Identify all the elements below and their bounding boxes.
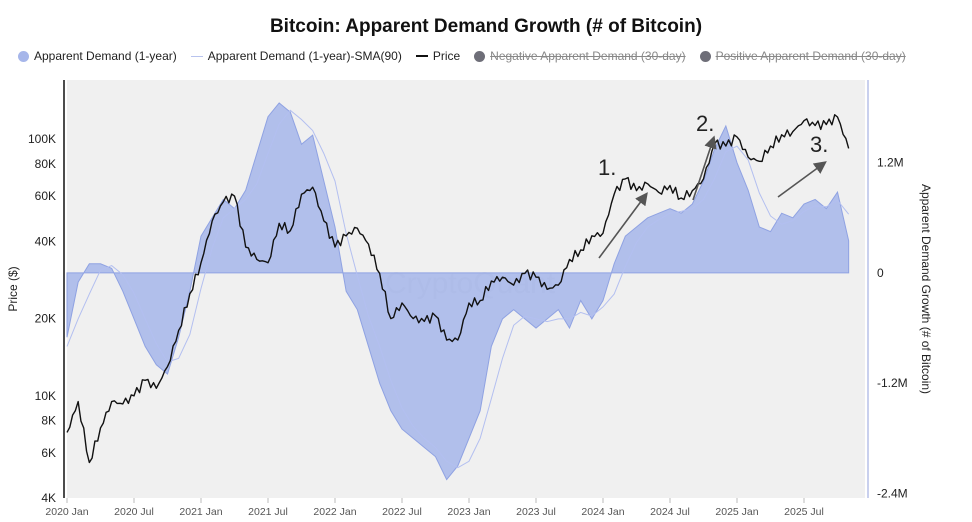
right-tick-label: -1.2M [877, 376, 908, 390]
right-tick-label: 0 [877, 266, 884, 280]
x-tick-label: 2024 Jan [581, 506, 624, 518]
legend-dot-icon [474, 50, 486, 62]
chart-title: Bitcoin: Apparent Demand Growth (# of Bi… [269, 16, 703, 37]
legend-item-apparent-demand[interactable]: Apparent Demand (1-year) [18, 49, 177, 63]
x-tick-label: 2022 Jul [382, 506, 422, 518]
legend-line-icon [190, 55, 203, 57]
annotation-label: 3. [810, 132, 828, 157]
arrow-icon [598, 192, 648, 259]
x-tick-label: 2024 Jul [650, 506, 690, 518]
annotation-label: 2. [696, 111, 714, 136]
legend-label: Price [432, 49, 461, 63]
left-tick-label: 10K [35, 389, 56, 403]
legend-item-sma[interactable]: Apparent Demand (1-year)-SMA(90) [190, 49, 402, 63]
x-tick-label: 2025 Jan [715, 506, 758, 518]
left-tick-label: 20K [35, 312, 56, 326]
left-tick-label: 40K [35, 234, 56, 248]
left-tick-label: 4K [41, 491, 56, 505]
right-tick-label: 1.2M [877, 156, 904, 170]
legend-item-price[interactable]: Price [415, 49, 461, 63]
left-tick-label: 60K [35, 189, 56, 203]
right-axis-title: Apparent Demand Growth (# of Bitcoin) [919, 184, 933, 394]
legend-line-icon [415, 55, 428, 57]
x-tick-label: 2023 Jan [447, 506, 490, 518]
x-tick-label: 2022 Jan [313, 506, 356, 518]
annotation-2: 2. [692, 111, 717, 201]
legend-label: Positive Apparent Demand (30-day) [715, 49, 906, 63]
left-axis-title: Price ($) [6, 266, 20, 311]
annotation-label: 1. [598, 155, 616, 180]
x-tick-label: 2020 Jul [114, 506, 154, 518]
x-tick-label: 2020 Jan [45, 506, 88, 518]
annotation-1: 1. [598, 155, 648, 259]
left-tick-label: 8K [41, 414, 56, 428]
arrow-icon [692, 135, 717, 201]
arrow-icon [777, 161, 827, 198]
series-price-line [66, 114, 850, 464]
annotation-3: 3. [777, 132, 828, 198]
x-tick-label: 2021 Jul [248, 506, 288, 518]
left-tick-label: 6K [41, 446, 56, 460]
right-tick-label: -2.4M [877, 486, 908, 500]
legend-dot-icon [18, 50, 29, 62]
legend-label: Negative Apparent Demand (30-day) [490, 49, 686, 63]
x-tick-label: 2025 Jul [784, 506, 824, 518]
legend-item-negative-30d[interactable]: Negative Apparent Demand (30-day) [474, 49, 686, 63]
series-apparent-demand-area [66, 102, 850, 481]
legend-label: Apparent Demand (1-year)-SMA(90) [207, 49, 402, 63]
x-tick-label: 2023 Jul [516, 506, 556, 518]
legend: Apparent Demand (1-year) Apparent Demand… [18, 49, 906, 63]
left-tick-label: 80K [35, 157, 56, 171]
legend-dot-icon [699, 50, 711, 62]
series-sma-line [66, 109, 850, 469]
left-tick-label: 100K [28, 132, 56, 146]
legend-item-positive-30d[interactable]: Positive Apparent Demand (30-day) [699, 49, 906, 63]
x-tick-label: 2021 Jan [179, 506, 222, 518]
legend-label: Apparent Demand (1-year) [34, 49, 177, 63]
